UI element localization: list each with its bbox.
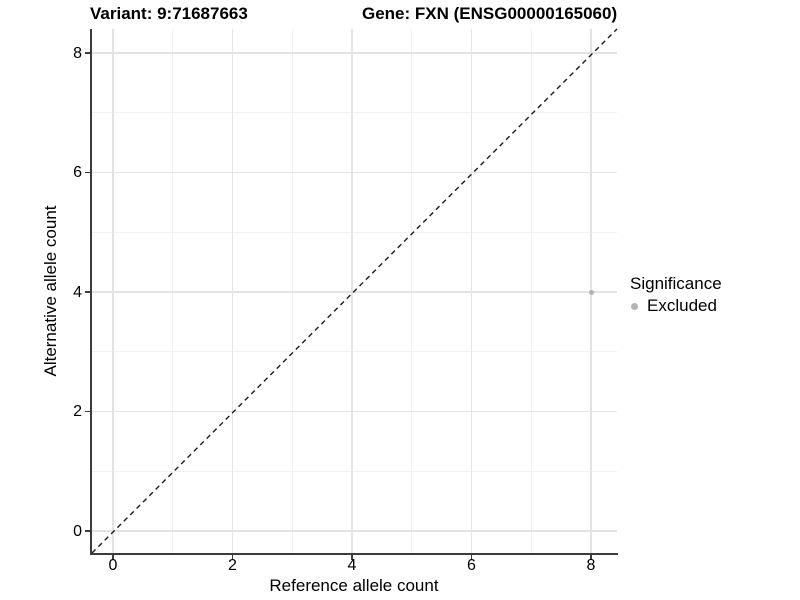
data-point-excluded: [588, 289, 594, 295]
minor-gridline-horizontal: [92, 112, 617, 114]
legend-key-dot-icon: [631, 302, 638, 310]
minor-gridline-vertical: [291, 29, 293, 553]
x-axis-tick: [590, 555, 592, 560]
legend-entry: Excluded: [630, 296, 722, 315]
identity-reference-line: [91, 28, 618, 554]
x-axis-line: [90, 553, 618, 555]
y-tick-label: 4: [73, 283, 82, 301]
y-axis-tick: [85, 291, 90, 293]
y-axis-line: [90, 29, 92, 555]
y-tick-label: 2: [73, 403, 82, 420]
major-gridline-vertical: [231, 29, 234, 553]
major-gridline-horizontal: [92, 171, 617, 174]
minor-gridline-vertical: [530, 29, 532, 553]
y-tick-label: 0: [73, 522, 82, 540]
y-axis-tick: [85, 530, 90, 532]
major-gridline-horizontal: [92, 410, 617, 413]
legend-entry-label: Excluded: [647, 296, 717, 315]
minor-gridline-horizontal: [92, 351, 617, 353]
y-axis-tick: [85, 171, 90, 174]
x-tick-label: 4: [347, 557, 357, 574]
x-axis-tick: [112, 555, 114, 560]
legend-title: Significance: [630, 274, 722, 293]
x-axis-title: Reference allele count: [269, 576, 439, 595]
y-tick-label: 6: [73, 164, 82, 181]
plot-title-variant: Variant: 9:71687663: [90, 4, 248, 23]
major-gridline-vertical: [112, 29, 114, 553]
major-gridline-horizontal: [92, 530, 617, 532]
minor-gridline-vertical: [172, 29, 174, 553]
x-axis-tick: [470, 555, 473, 560]
y-axis-tick: [85, 52, 90, 54]
y-axis-tick: [85, 410, 90, 413]
x-tick-label: 2: [228, 557, 237, 574]
major-gridline-horizontal: [92, 52, 617, 54]
plot-title-gene: Gene: FXN (ENSG00000165060): [362, 4, 618, 23]
x-tick-label: 0: [108, 557, 118, 574]
major-gridline-vertical: [351, 29, 353, 553]
x-tick-label: 6: [467, 557, 476, 574]
legend-entries: Excluded: [630, 296, 722, 315]
plot-panel: [91, 28, 618, 554]
minor-gridline-horizontal: [92, 231, 617, 233]
x-axis-tick: [231, 555, 234, 560]
x-axis-tick: [351, 555, 353, 560]
major-gridline-vertical: [470, 29, 473, 553]
x-tick-label: 8: [586, 557, 596, 574]
minor-gridline-horizontal: [92, 470, 617, 472]
y-tick-label: 8: [73, 44, 82, 62]
minor-gridline-vertical: [411, 29, 413, 553]
legend: Significance Excluded: [630, 274, 722, 315]
